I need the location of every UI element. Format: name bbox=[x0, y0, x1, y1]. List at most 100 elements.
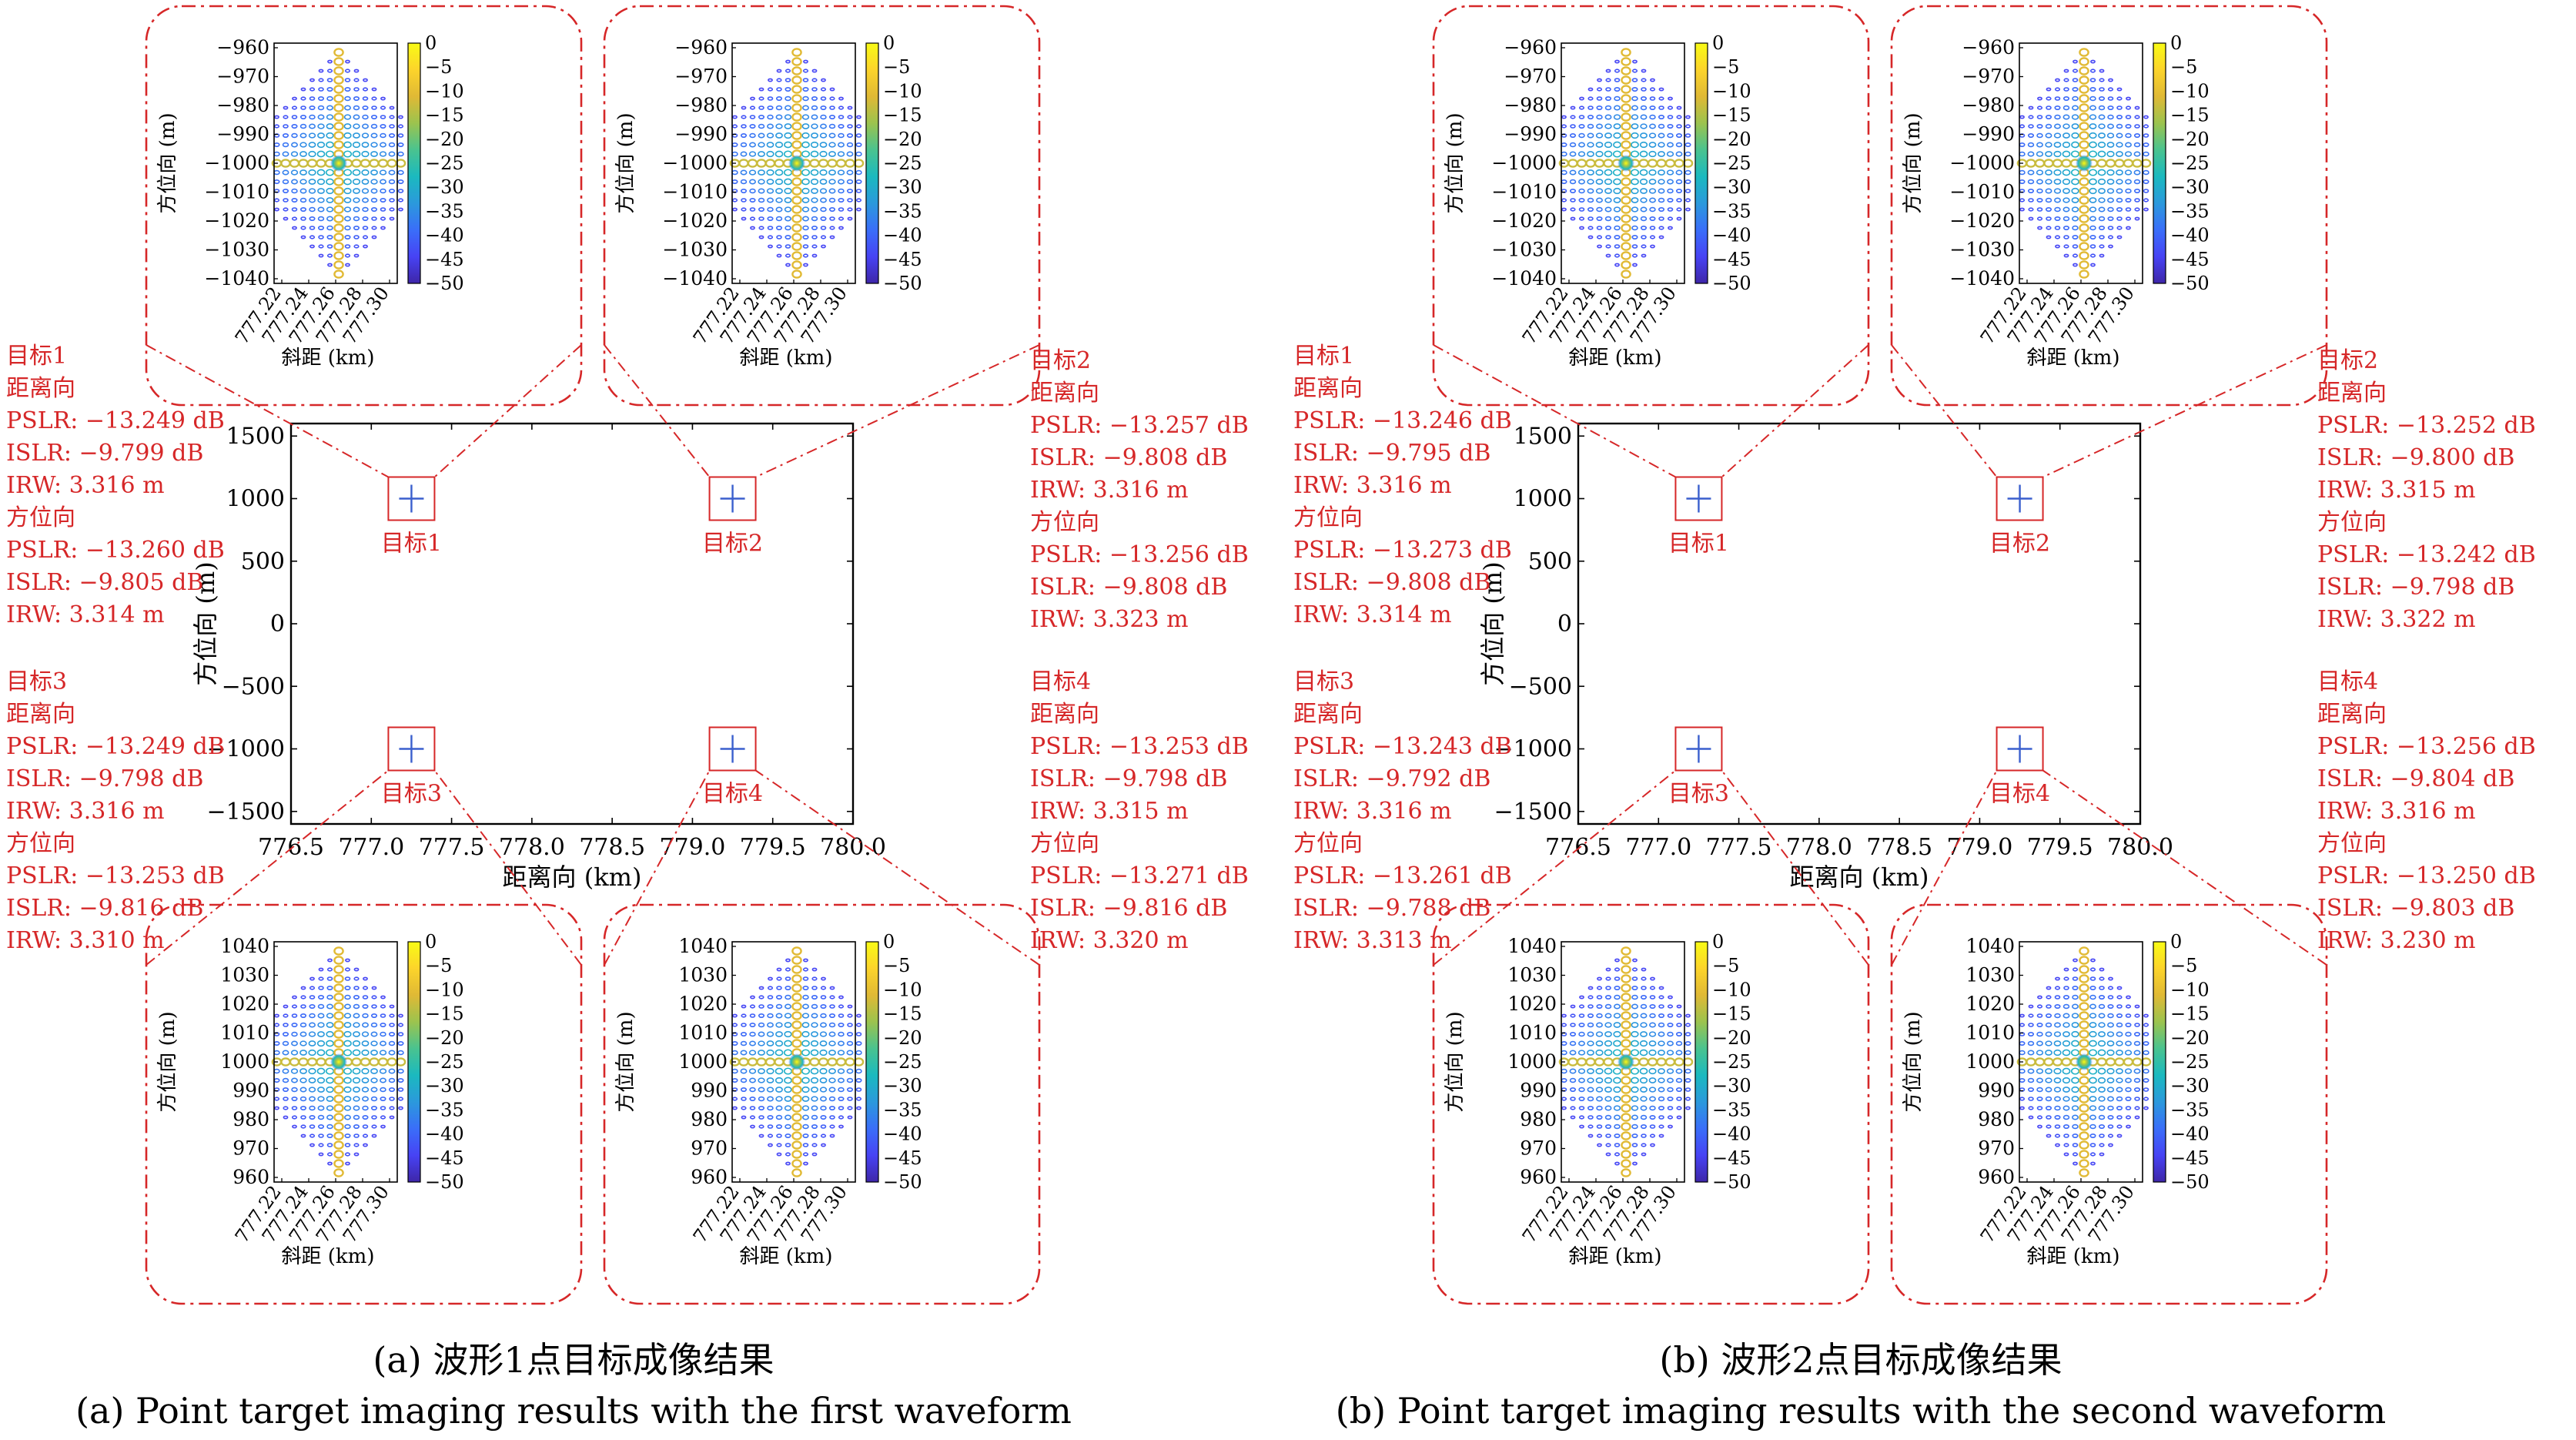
target-info-line: PSLR: −13.271 dB bbox=[1030, 862, 1249, 889]
sidelobe-mark bbox=[2133, 1087, 2141, 1093]
sidelobe-mark bbox=[820, 1096, 827, 1102]
sidelobe-mark bbox=[1587, 1022, 1594, 1028]
sidelobe-mark bbox=[791, 57, 802, 66]
sidelobe-mark bbox=[2143, 124, 2149, 129]
sidelobe-mark bbox=[317, 1013, 325, 1019]
connector-line bbox=[433, 344, 582, 478]
sidelobe-mark bbox=[756, 1057, 767, 1067]
sidelobe-mark bbox=[1621, 1002, 1631, 1011]
sidelobe-mark bbox=[380, 207, 386, 212]
sidelobe-mark bbox=[1640, 114, 1648, 120]
sidelobe-mark bbox=[1667, 1031, 1674, 1037]
sidelobe-mark bbox=[283, 1106, 289, 1110]
inset-ytick-label: −960 bbox=[1962, 36, 2015, 59]
sidelobe-mark bbox=[2027, 188, 2035, 194]
sidelobe-mark bbox=[1648, 1049, 1657, 1057]
sidelobe-mark bbox=[776, 1134, 782, 1138]
sidelobe-mark bbox=[1684, 1068, 1691, 1074]
sidelobe-mark bbox=[1596, 216, 1603, 222]
sidelobe-mark bbox=[333, 1131, 344, 1140]
sidelobe-mark bbox=[1676, 1023, 1682, 1027]
sidelobe-mark bbox=[333, 1039, 344, 1048]
sidelobe-mark bbox=[370, 179, 378, 185]
sidelobe-mark bbox=[343, 141, 352, 149]
sidelobe-mark bbox=[1587, 1031, 1594, 1037]
sidelobe-mark bbox=[791, 186, 802, 196]
sidelobe-mark bbox=[738, 1057, 749, 1067]
sidelobe-mark bbox=[2045, 197, 2052, 203]
sidelobe-mark bbox=[2133, 132, 2141, 139]
sidelobe-mark bbox=[2053, 1031, 2062, 1037]
sidelobe-mark bbox=[1630, 150, 1640, 158]
sidelobe-mark bbox=[791, 1011, 802, 1020]
sidelobe-mark bbox=[389, 198, 395, 203]
sidelobe-mark bbox=[820, 995, 827, 1000]
sidelobe-mark bbox=[352, 150, 361, 158]
sidelobe-mark bbox=[2079, 1168, 2089, 1177]
sidelobe-mark bbox=[1621, 1039, 1631, 1048]
sidelobe-mark bbox=[1648, 169, 1657, 176]
colorbar-tick-label: −40 bbox=[1712, 225, 1751, 246]
sidelobe-mark bbox=[1578, 197, 1585, 203]
target-info-line: ISLR: −9.808 dB bbox=[1293, 569, 1490, 596]
sidelobe-mark bbox=[370, 1031, 378, 1037]
sidelobe-mark bbox=[1603, 1057, 1614, 1067]
sidelobe-mark bbox=[1561, 142, 1567, 148]
sidelobe-mark bbox=[2054, 1134, 2061, 1138]
sidelobe-mark bbox=[740, 142, 748, 148]
target-info-line: PSLR: −13.273 dB bbox=[1293, 537, 1512, 564]
sidelobe-mark bbox=[783, 1049, 793, 1057]
inset-ytick-label: −990 bbox=[674, 123, 728, 146]
sidelobe-mark bbox=[1614, 1161, 1620, 1166]
inset-ytick-label: 1020 bbox=[1965, 993, 2015, 1015]
sidelobe-mark bbox=[316, 178, 326, 186]
sidelobe-mark bbox=[1614, 1003, 1621, 1010]
target-info-line: ISLR: −9.795 dB bbox=[1293, 440, 1490, 467]
caption-cn: (a) 波形1点目标成像结果 bbox=[373, 1339, 774, 1381]
sidelobe-mark bbox=[1604, 1031, 1612, 1037]
sidelobe-mark bbox=[2036, 1115, 2043, 1120]
sidelobe-mark bbox=[291, 1106, 298, 1110]
sidelobe-mark bbox=[1676, 1106, 1682, 1110]
sidelobe-mark bbox=[1587, 995, 1594, 1000]
sidelobe-mark bbox=[1578, 216, 1585, 221]
sidelobe-mark bbox=[2036, 169, 2044, 176]
sidelobe-mark bbox=[1664, 1057, 1676, 1067]
sidelobe-mark bbox=[1605, 253, 1611, 258]
sidelobe-mark bbox=[811, 132, 818, 139]
sidelobe-mark bbox=[2062, 132, 2070, 139]
sidelobe-mark bbox=[2098, 1105, 2106, 1111]
sidelobe-mark bbox=[379, 1050, 387, 1056]
sidelobe-mark bbox=[2036, 1013, 2043, 1018]
sidelobe-mark bbox=[1613, 1096, 1621, 1102]
sidelobe-mark bbox=[2072, 976, 2079, 981]
sidelobe-mark bbox=[1567, 1057, 1578, 1067]
sidelobe-mark bbox=[750, 995, 755, 1000]
sidelobe-mark bbox=[333, 186, 344, 196]
colorbar-tick-label: −50 bbox=[1712, 273, 1751, 294]
sidelobe-mark bbox=[2063, 967, 2069, 972]
xtick-label: 779.0 bbox=[1946, 834, 2012, 861]
sidelobe-mark bbox=[810, 1067, 819, 1075]
inset-ylabel: 方位向 (m) bbox=[614, 1011, 637, 1112]
colorbar-tick-label: −50 bbox=[883, 1171, 922, 1193]
sidelobe-mark bbox=[731, 1050, 738, 1056]
sidelobe-mark bbox=[309, 235, 316, 239]
sidelobe-mark bbox=[1640, 994, 1648, 1000]
sidelobe-mark bbox=[766, 1077, 774, 1083]
sidelobe-mark bbox=[2061, 1057, 2072, 1067]
colorbar-tick-label: −10 bbox=[1712, 979, 1751, 1000]
sidelobe-mark bbox=[820, 123, 827, 129]
sidelobe-mark bbox=[2053, 179, 2062, 185]
sidelobe-mark bbox=[740, 1077, 748, 1083]
sidelobe-mark bbox=[784, 1086, 792, 1093]
sidelobe-mark bbox=[828, 1040, 836, 1047]
sidelobe-mark bbox=[2019, 142, 2026, 148]
sidelobe-mark bbox=[371, 1134, 377, 1138]
sidelobe-mark bbox=[299, 1040, 307, 1047]
sidelobe-mark bbox=[1614, 244, 1621, 249]
sidelobe-mark bbox=[741, 1013, 747, 1018]
sidelobe-mark bbox=[1561, 169, 1567, 176]
sidelobe-mark bbox=[2089, 1152, 2096, 1157]
